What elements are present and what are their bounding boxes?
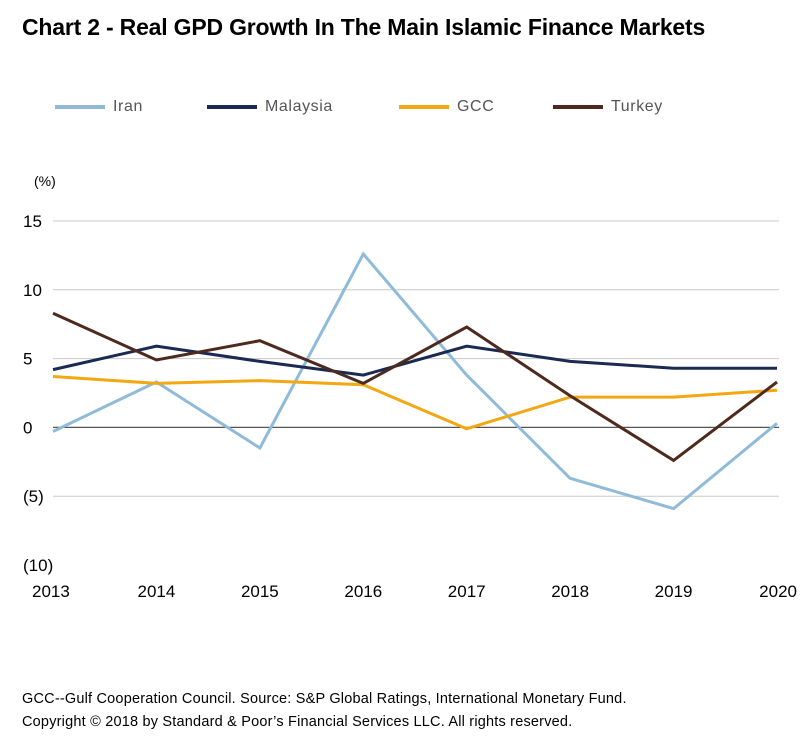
y-tick-label: 10	[23, 281, 42, 300]
series-line-iran	[52, 251, 778, 511]
chart-footer: GCC--Gulf Cooperation Council. Source: S…	[22, 688, 627, 734]
series-line-malaysia	[52, 344, 777, 377]
legend-item-turkey: Turkey	[553, 96, 663, 118]
x-tick-label: 2016	[344, 582, 382, 601]
y-axis-ticks: 15 10 5 0 (5) (10)	[23, 212, 53, 575]
x-tick-label: 2017	[448, 582, 486, 601]
legend-label-gcc: GCC	[457, 98, 495, 115]
series-line-turkey	[52, 311, 778, 463]
y-tick-label: 15	[23, 212, 42, 231]
legend-item-malaysia: Malaysia	[207, 96, 333, 118]
y-tick-label: (10)	[23, 556, 53, 575]
legend-item-iran: Iran	[55, 96, 143, 118]
legend-swatch-iran	[55, 105, 105, 109]
x-tick-label: 2013	[32, 582, 70, 601]
series-lines	[52, 251, 778, 511]
copyright-note: Copyright © 2018 by Standard & Poor’s Fi…	[22, 714, 573, 730]
y-tick-label: 0	[23, 418, 32, 437]
y-tick-label: 5	[23, 350, 32, 369]
x-tick-label: 2014	[138, 582, 176, 601]
legend-item-gcc: GCC	[399, 96, 494, 118]
legend-label-turkey: Turkey	[611, 98, 663, 115]
chart-legend: Iran Malaysia GCC Turkey	[0, 0, 800, 140]
x-tick-label: 2018	[551, 582, 589, 601]
legend-label-iran: Iran	[113, 98, 143, 115]
grid-lines	[53, 220, 779, 497]
x-axis-ticks: 2013 2014 2015 2016 2017 2018 2019 2020	[32, 582, 797, 601]
source-note: GCC--Gulf Cooperation Council. Source: S…	[22, 691, 627, 707]
x-tick-label: 2019	[655, 582, 693, 601]
x-tick-label: 2020	[759, 582, 797, 601]
y-tick-label: (5)	[23, 487, 44, 506]
legend-swatch-gcc	[399, 105, 449, 109]
legend-swatch-turkey	[553, 105, 603, 109]
legend-label-malaysia: Malaysia	[265, 98, 333, 115]
chart-title: Chart 2 - Real GPD Growth In The Main Is…	[22, 14, 706, 40]
legend-swatch-malaysia	[207, 105, 257, 109]
series-line-gcc	[52, 375, 778, 431]
y-axis-unit-label: (%)	[34, 173, 56, 189]
x-tick-label: 2015	[241, 582, 279, 601]
